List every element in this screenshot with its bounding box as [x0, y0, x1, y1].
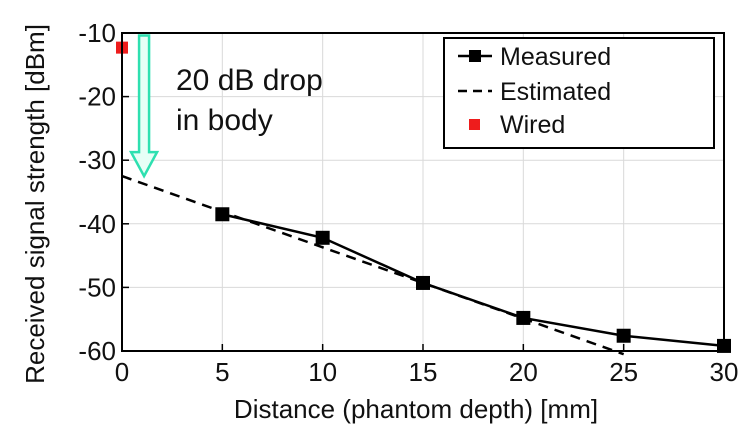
y-tick-label: -50 — [78, 272, 116, 302]
series-estimated-line — [121, 174, 625, 356]
x-tick-label: 20 — [509, 357, 538, 387]
x-tick-label: 10 — [308, 357, 337, 387]
y-tick-label: -60 — [78, 336, 116, 366]
x-tick-label: 5 — [215, 357, 229, 387]
x-tick-label: 15 — [409, 357, 438, 387]
legend: Measured Estimated Wired — [443, 37, 715, 149]
x-tick-label: 0 — [115, 357, 129, 387]
annotation: 20 dB drop in body — [128, 34, 323, 179]
y-axis-title: Received signal strength [dBm] — [20, 24, 50, 384]
axis-ticks: 0 5 10 15 20 25 30 -10 -20 -30 -40 -50 -60 — [78, 18, 738, 387]
annotation-line-2: in body — [176, 104, 273, 137]
y-tick-label: -40 — [78, 209, 116, 239]
series-measured-point — [516, 310, 531, 325]
series-measured-point — [416, 275, 430, 290]
x-tick-label: 25 — [609, 357, 638, 387]
legend-label-estimated: Estimated — [500, 78, 611, 106]
x-axis-title: Distance (phantom depth) [mm] — [234, 394, 598, 424]
y-tick-label: -10 — [78, 18, 116, 48]
legend-label-measured: Measured — [500, 43, 611, 71]
series-measured-point — [616, 328, 631, 343]
annotation-line-1: 20 dB drop — [176, 64, 323, 97]
series-measured-point — [215, 207, 230, 222]
x-tick-label: 30 — [710, 357, 739, 387]
y-tick-label: -20 — [78, 82, 116, 112]
legend-marker-wired — [469, 119, 480, 130]
y-tick-label: -30 — [78, 145, 116, 175]
legend-label-wired: Wired — [500, 111, 565, 139]
series-measured-line — [222, 213, 725, 348]
series-measured-point — [315, 230, 330, 245]
legend-marker-measured — [469, 50, 481, 62]
annotation-arrow — [128, 34, 160, 179]
